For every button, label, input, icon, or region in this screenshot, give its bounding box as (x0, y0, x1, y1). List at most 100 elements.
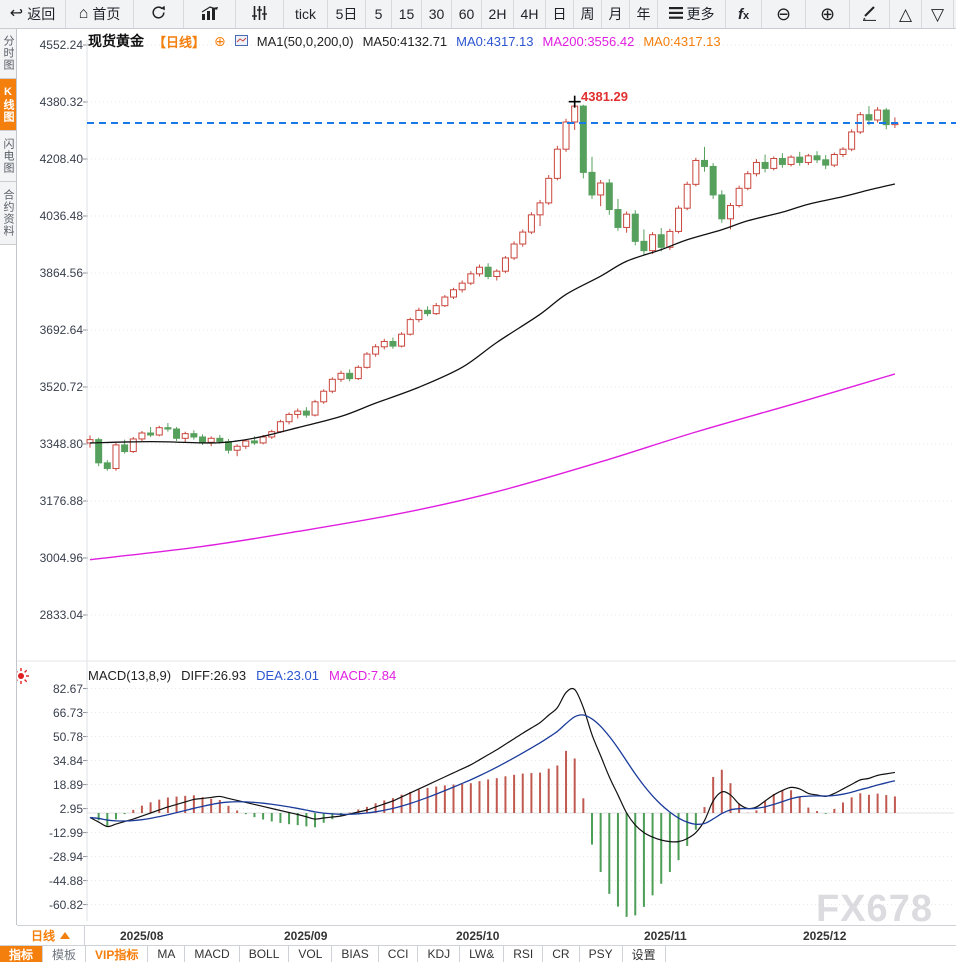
candle-body (294, 410, 302, 415)
candle-body (752, 161, 760, 175)
home-button[interactable]: ⌂ 首页 (66, 0, 134, 28)
candle-body (631, 213, 639, 242)
period-60m-button[interactable]: 60 (452, 0, 482, 28)
candle-body (147, 432, 155, 436)
indicator-tab-rsi[interactable]: RSI (504, 946, 544, 962)
candle-body (181, 433, 189, 439)
candle-body (475, 266, 483, 275)
indicator-tab-vipxx[interactable]: VIP指标 (86, 946, 149, 962)
candle-body (822, 159, 830, 166)
period-week-button[interactable]: 周 (574, 0, 602, 28)
ma0-blue-value: MA0:4317.13 (456, 33, 534, 49)
sidebar-tab-lightning[interactable]: 闪电图 (0, 131, 16, 182)
sidebar-tab-kline[interactable]: K线图 (0, 79, 16, 131)
indicator-tab-xx[interactable]: 设置 (623, 946, 666, 962)
candle-body (709, 165, 717, 196)
draw-button[interactable] (850, 0, 890, 28)
indicator-tab-ma[interactable]: MA (148, 946, 186, 962)
period-selector[interactable]: 日线 (17, 926, 85, 945)
period-month-button[interactable]: 月 (602, 0, 630, 28)
indicator-tab-bias[interactable]: BIAS (332, 946, 379, 962)
period-tick-button[interactable]: tick (284, 0, 328, 28)
candle-body (155, 427, 163, 436)
candle-body (778, 157, 786, 165)
candle-body (761, 161, 769, 169)
chart-type-line-button[interactable] (184, 0, 236, 28)
candle-body (121, 444, 129, 453)
indicator-tab-vol[interactable]: VOL (289, 946, 333, 962)
menu-icon (668, 6, 683, 22)
period-year-button[interactable]: 年 (630, 0, 658, 28)
price-axis-label: 3864.56 (39, 266, 83, 280)
panel-up-button[interactable]: △ (890, 0, 922, 28)
period-4h-button-label: 4H (520, 6, 539, 22)
ma50-value: MA50:4132.71 (362, 33, 448, 49)
indicator-tab-lwx[interactable]: LW& (460, 946, 505, 962)
period-4h-button[interactable]: 4H (514, 0, 546, 28)
indicator-tab-cci[interactable]: CCI (379, 946, 419, 962)
indicator-tab-macd[interactable]: MACD (185, 946, 240, 962)
period-month-button-label: 月 (608, 6, 623, 22)
top-toolbar: ↩ 返回 ⌂ 首页 tick 5日 5 15 30 60 2H 4H 日周月年更多 fx ⊖ ⊕ △ ▽ (0, 0, 956, 29)
candle-body (726, 205, 734, 220)
pencil-icon (861, 5, 878, 24)
zoom-in-button[interactable]: ⊕ (806, 0, 850, 28)
zoom-in-icon: ⊕ (819, 4, 836, 24)
back-icon: ↩ (9, 5, 24, 22)
mini-chart-icon[interactable] (234, 34, 248, 49)
period-5m-button[interactable]: 5 (366, 0, 392, 28)
candle-body (770, 157, 778, 169)
period-2h-button[interactable]: 2H (482, 0, 514, 28)
candle-body (865, 114, 873, 121)
period-day-button[interactable]: 日 (546, 0, 574, 28)
candle-body (692, 159, 700, 185)
candle-body (735, 187, 743, 207)
candle-body (701, 159, 709, 167)
candle-body (129, 438, 137, 453)
more-button-label: 更多 (686, 6, 715, 22)
candle-body (95, 439, 103, 464)
period-label: 【日线】 (153, 34, 206, 50)
peak-price-annotation: 4381.29 (581, 89, 628, 104)
fx678-watermark: FX678 (816, 888, 933, 930)
candle-body (320, 390, 328, 403)
panel-down-button[interactable]: ▽ (922, 0, 954, 28)
indicator-tab-cr[interactable]: CR (543, 946, 580, 962)
indicator-tab-boll[interactable]: BOLL (240, 946, 290, 962)
chart-type-candle-button[interactable] (236, 0, 284, 28)
candle-body (302, 410, 310, 416)
symbol-name: 现货黄金 (88, 33, 144, 49)
candle-body (415, 309, 423, 321)
indicator-tab-kdj[interactable]: KDJ (418, 946, 461, 962)
period-30m-button[interactable]: 30 (422, 0, 452, 28)
candle-body (657, 234, 665, 248)
bar-chart-icon (201, 5, 219, 23)
zoom-out-button[interactable]: ⊖ (762, 0, 806, 28)
refresh-icon (150, 4, 167, 24)
macd-axis-label: 82.67 (52, 681, 83, 696)
candle-body (623, 213, 631, 228)
chart-type-sidebar: 分时图 K线图 闪电图 合约资料 (0, 28, 17, 925)
chart-legend: 现货黄金 【日线】 ⊕ MA1(50,0,200,0) MA50:4132.71… (88, 31, 721, 51)
sidebar-tab-contract[interactable]: 合约资料 (0, 182, 16, 245)
back-button-label: 返回 (27, 6, 56, 22)
back-button[interactable]: ↩ 返回 (0, 0, 66, 28)
indicator-tab-xx[interactable]: 模板 (43, 946, 87, 962)
candle-body (744, 173, 752, 189)
add-indicator-icon[interactable]: ⊕ (214, 33, 226, 49)
indicator-tab-xx[interactable]: 指标 (0, 946, 44, 962)
sidebar-tab-time[interactable]: 分时图 (0, 28, 16, 79)
refresh-button[interactable] (134, 0, 184, 28)
macd-legend: MACD(13,8,9) DIFF:26.93 DEA:23.01 MACD:7… (88, 668, 396, 683)
period-5day-button[interactable]: 5日 (328, 0, 366, 28)
candle-body (103, 462, 111, 469)
period-15m-button[interactable]: 15 (392, 0, 422, 28)
candle-body (813, 155, 821, 161)
ma50-line (89, 183, 896, 444)
more-button[interactable]: 更多 (658, 0, 726, 28)
indicator-tab-psy[interactable]: PSY (580, 946, 623, 962)
price-chart-canvas[interactable] (0, 28, 956, 962)
candle-body (839, 148, 847, 155)
indicator-fx-button[interactable]: fx (726, 0, 762, 28)
